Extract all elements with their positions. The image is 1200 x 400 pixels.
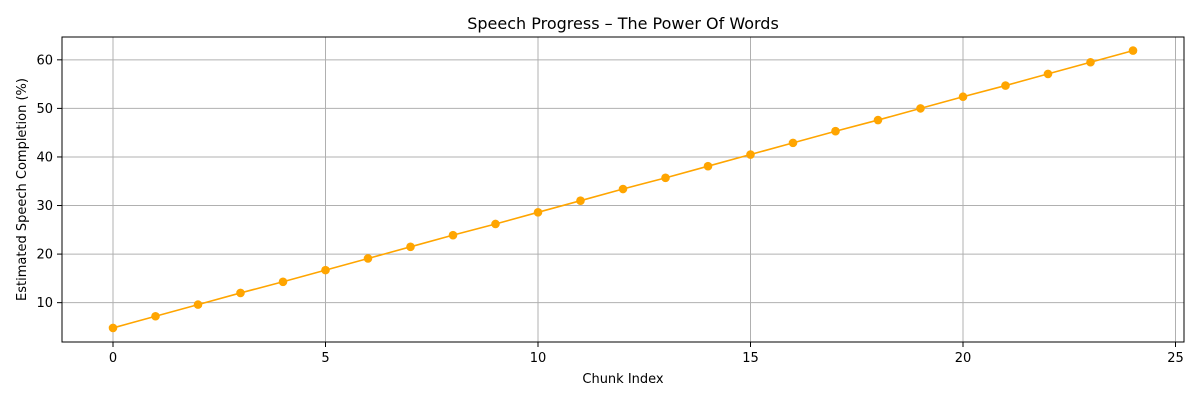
data-point: [321, 265, 330, 275]
data-point: [831, 126, 840, 136]
x-tick-label: 5: [321, 351, 329, 366]
y-ticks: 10 20 30 40 50 60: [36, 53, 62, 311]
x-tick-label: 10: [530, 351, 547, 366]
data-point: [916, 104, 925, 113]
data-point: [1128, 46, 1138, 55]
data-point: [1043, 69, 1053, 79]
data-point: [193, 300, 203, 309]
y-tick-label: 20: [36, 248, 53, 263]
data-point: [533, 208, 543, 217]
x-tick-label: 15: [742, 351, 759, 366]
data-point: [873, 115, 883, 125]
data-point: [491, 219, 500, 229]
data-point: [278, 277, 288, 287]
y-tick-label: 40: [36, 150, 53, 165]
y-tick-label: 60: [36, 53, 53, 68]
grid: [62, 37, 1184, 342]
data-point: [1001, 81, 1010, 90]
data-point: [618, 184, 628, 194]
data-point: [703, 161, 713, 171]
data-point: [448, 230, 458, 240]
x-tick-label: 25: [1167, 351, 1184, 366]
x-tick-label: 0: [109, 351, 117, 366]
plot-frame: [61, 36, 1185, 343]
data-point: [236, 288, 245, 298]
x-tick-label: 20: [955, 351, 972, 366]
y-tick-label: 10: [36, 296, 53, 311]
data-point: [108, 323, 118, 333]
axes: [61, 36, 1185, 343]
data-point: [788, 138, 798, 148]
x-axis-label: Chunk Index: [582, 372, 664, 387]
chart-title: Speech Progress – The Power Of Words: [467, 14, 779, 33]
data-point: [363, 254, 373, 263]
data-point: [1086, 57, 1095, 67]
data-point: [406, 242, 415, 252]
y-tick-label: 30: [36, 199, 53, 214]
y-axis-label: Estimated Speech Completion (%): [15, 78, 30, 301]
data-point: [151, 311, 160, 321]
data-point: [746, 150, 755, 159]
data-point: [958, 92, 968, 102]
x-ticks: 0 5 10 15 20 25: [109, 342, 1184, 366]
y-tick-label: 50: [36, 102, 53, 117]
data-point: [576, 196, 585, 205]
series-layer: [108, 46, 1138, 333]
data-point: [661, 173, 670, 183]
